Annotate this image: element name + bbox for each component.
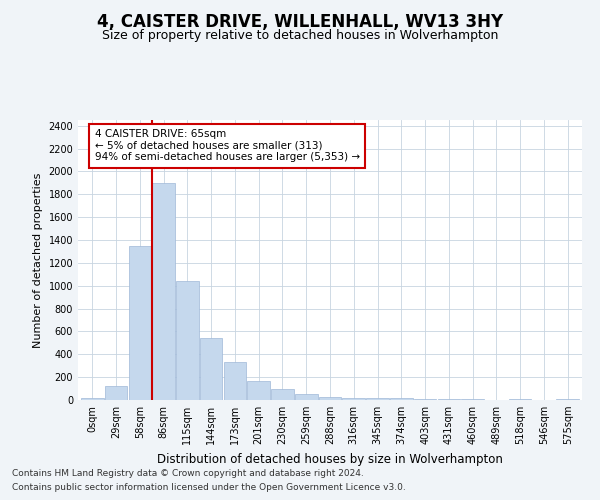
Bar: [319, 396, 341, 400]
Bar: [247, 381, 270, 400]
Bar: [414, 399, 436, 400]
Text: Contains HM Land Registry data © Crown copyright and database right 2024.: Contains HM Land Registry data © Crown c…: [12, 468, 364, 477]
Bar: [128, 246, 151, 400]
Bar: [224, 362, 246, 400]
Bar: [343, 398, 365, 400]
Bar: [390, 398, 413, 400]
Bar: [152, 183, 175, 400]
Text: Contains public sector information licensed under the Open Government Licence v3: Contains public sector information licen…: [12, 484, 406, 492]
Bar: [295, 394, 317, 400]
X-axis label: Distribution of detached houses by size in Wolverhampton: Distribution of detached houses by size …: [157, 452, 503, 466]
Bar: [271, 388, 294, 400]
Text: 4 CAISTER DRIVE: 65sqm
← 5% of detached houses are smaller (313)
94% of semi-det: 4 CAISTER DRIVE: 65sqm ← 5% of detached …: [95, 129, 360, 162]
Bar: [366, 398, 389, 400]
Bar: [556, 399, 579, 400]
Text: Size of property relative to detached houses in Wolverhampton: Size of property relative to detached ho…: [102, 29, 498, 42]
Bar: [461, 399, 484, 400]
Text: 4, CAISTER DRIVE, WILLENHALL, WV13 3HY: 4, CAISTER DRIVE, WILLENHALL, WV13 3HY: [97, 12, 503, 30]
Y-axis label: Number of detached properties: Number of detached properties: [33, 172, 43, 348]
Bar: [105, 386, 127, 400]
Bar: [81, 398, 104, 400]
Bar: [200, 338, 223, 400]
Bar: [176, 281, 199, 400]
